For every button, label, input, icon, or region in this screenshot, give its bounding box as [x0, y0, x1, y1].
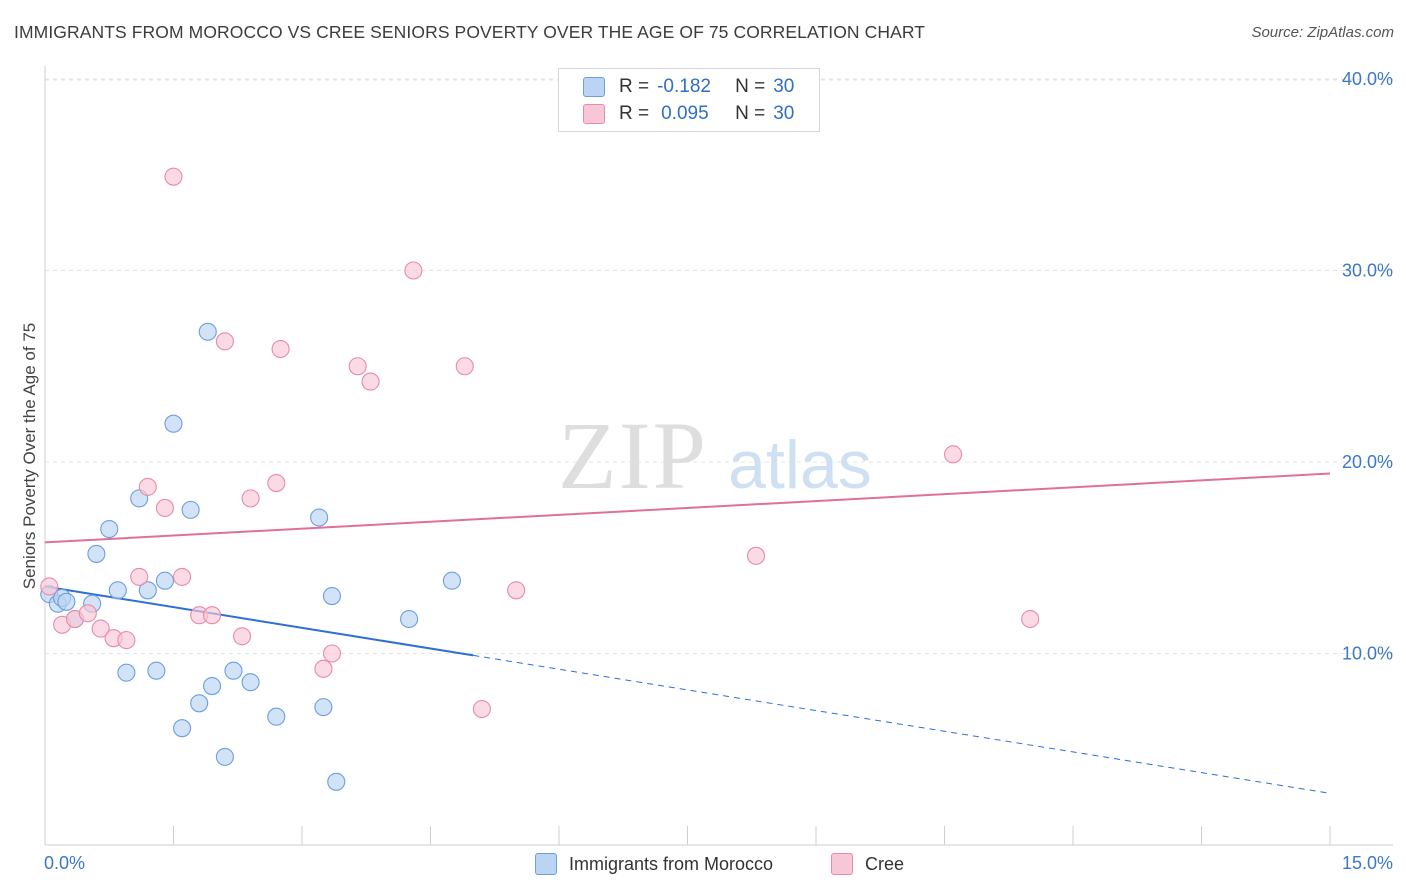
r-label: R = — [619, 76, 650, 97]
cree-trend-line — [44, 472, 1331, 544]
legend-row-cree: R = 0.095 N = 30 — [583, 102, 794, 126]
morocco-point — [327, 772, 346, 791]
morocco-point — [147, 661, 166, 680]
cree-point — [78, 604, 97, 623]
morocco-point — [215, 747, 234, 766]
r-label: R = — [619, 103, 650, 124]
cree-legend-label: Cree — [865, 853, 905, 874]
cree-point — [215, 332, 234, 351]
morocco-point — [173, 719, 192, 738]
tick-labels: 10.0% 20.0% 30.0% 40.0% 0.0% 15.0% — [44, 69, 1393, 873]
y-tick-label: 40.0% — [1342, 69, 1393, 89]
cree-point — [40, 577, 59, 596]
bottom-legend-cree: Cree — [831, 850, 904, 878]
cree-point — [322, 644, 342, 663]
morocco-point — [190, 694, 209, 713]
morocco-point — [314, 698, 333, 717]
morocco-point — [57, 592, 76, 611]
morocco-point — [100, 519, 119, 539]
morocco-point — [181, 500, 200, 519]
morocco-n-value: 30 — [773, 76, 795, 97]
y-tick-label: 30.0% — [1342, 261, 1393, 281]
cree-point — [164, 167, 183, 186]
morocco-point — [108, 581, 127, 600]
morocco-point — [310, 508, 329, 527]
morocco-legend-label: Immigrants from Morocco — [569, 853, 774, 874]
morocco-point — [155, 571, 174, 590]
morocco-point — [203, 677, 222, 696]
y-tick-label: 20.0% — [1342, 452, 1393, 472]
watermark-atlas: atlas — [728, 427, 872, 503]
cree-point — [361, 372, 380, 391]
correlation-legend: R = -0.182 N = 30 R = 0.095 N = 30 — [558, 68, 820, 132]
cree-point — [130, 567, 149, 586]
x-tick-label-min: 0.0% — [44, 853, 85, 873]
cree-point — [173, 567, 192, 586]
y-tick-label: 10.0% — [1342, 644, 1393, 664]
morocco-point — [400, 609, 419, 629]
cree-point — [314, 659, 333, 678]
morocco-point — [117, 663, 136, 682]
cree-point — [455, 357, 474, 376]
cree-swatch — [583, 104, 605, 124]
watermark-zip: ZIP — [558, 402, 708, 509]
bottom-legend-morocco: Immigrants from Morocco — [535, 850, 773, 878]
gridlines — [45, 78, 1393, 654]
morocco-point — [198, 322, 217, 341]
cree-point — [404, 261, 423, 280]
morocco-point — [87, 544, 106, 563]
cree-point — [117, 631, 136, 650]
cree-point — [138, 477, 157, 496]
cree-point — [267, 474, 286, 493]
legend-row-morocco: R = -0.182 N = 30 — [583, 75, 794, 99]
morocco-point — [138, 581, 157, 600]
morocco-swatch — [583, 77, 605, 97]
n-label: N = — [735, 103, 766, 124]
cree-legend-swatch — [831, 853, 853, 875]
cree-point — [232, 627, 252, 646]
morocco-point — [224, 661, 243, 680]
cree-point — [746, 546, 766, 565]
morocco-point — [322, 586, 342, 606]
data-points — [40, 167, 1040, 791]
cree-point — [944, 445, 963, 464]
cree-point — [271, 339, 290, 359]
watermark: ZIP atlas — [558, 402, 872, 509]
morocco-trend-projection — [473, 654, 1331, 794]
cree-point — [91, 619, 110, 638]
n-label: N = — [735, 76, 766, 97]
cree-point — [241, 489, 260, 508]
cree-point — [472, 699, 491, 719]
cree-point — [507, 581, 526, 600]
cree-point — [155, 498, 174, 518]
x-tick-label-max: 15.0% — [1342, 853, 1393, 873]
cree-point — [203, 606, 222, 625]
morocco-point — [241, 673, 260, 692]
morocco-point — [442, 571, 461, 590]
cree-n-value: 30 — [773, 103, 795, 124]
cree-point — [1021, 609, 1040, 629]
morocco-point — [164, 414, 183, 433]
cree-point — [348, 357, 367, 376]
morocco-legend-swatch — [535, 853, 557, 875]
morocco-r-value: -0.182 — [657, 76, 711, 97]
cree-r-value: 0.095 — [661, 103, 709, 124]
chart-title: IMMIGRANTS FROM MOROCCO VS CREE SENIORS … — [14, 22, 926, 42]
chart-source: Source: ZipAtlas.com — [1251, 24, 1394, 41]
morocco-point — [267, 707, 286, 726]
axes — [44, 66, 1393, 846]
